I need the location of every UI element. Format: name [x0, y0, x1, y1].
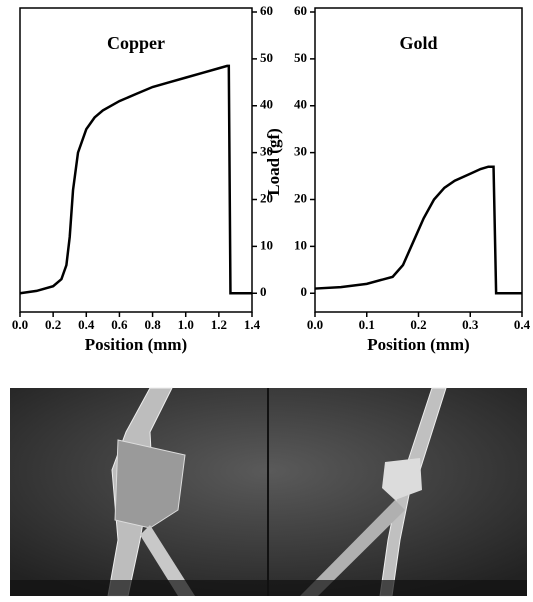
x-tick-label: 0.2 [410, 317, 426, 332]
gold-branch [300, 500, 405, 596]
y-tick-label: 50 [294, 50, 307, 65]
y-tick-label: 50 [260, 50, 273, 65]
gold-joint [382, 458, 422, 500]
plot-frame [19, 7, 253, 313]
y-tick-label: 40 [260, 97, 273, 112]
x-axis-label: Position (mm) [85, 335, 187, 354]
x-tick-label: 1.4 [244, 317, 261, 332]
x-tick-label: 1.0 [178, 317, 194, 332]
x-tick-label: 0.2 [45, 317, 61, 332]
x-tick-label: 0.4 [514, 317, 531, 332]
x-tick-label: 0.0 [307, 317, 323, 332]
y-tick-label: 10 [294, 237, 307, 252]
y-tick-label: 40 [294, 97, 307, 112]
y-tick-label: 30 [260, 144, 273, 159]
y-axis-label: Load (gf) [264, 128, 283, 196]
x-tick-label: 0.1 [359, 317, 375, 332]
copper-branch [140, 525, 195, 596]
data-line [19, 64, 252, 295]
plot-frame [314, 7, 523, 313]
y-tick-label: 20 [294, 190, 307, 205]
y-tick-label: 0 [260, 284, 267, 299]
y-tick-label: 30 [294, 144, 307, 159]
chart: 0.0 0.2 0.4 0.6 0.8 1.0 1.2 1.4 0 10 20 30 40 50 60 Cop… [12, 3, 273, 354]
x-tick-label: 0.0 [12, 317, 28, 332]
y-tick-label: 60 [260, 3, 273, 18]
chart: 0.0 0.1 0.2 0.3 0.4 0 10 20 30 40 50 60 Gold Position… [264, 3, 531, 354]
x-tick-label: 0.8 [144, 317, 161, 332]
x-tick-label: 0.3 [462, 317, 479, 332]
chart-title: Gold [399, 33, 437, 53]
chart-title: Copper [107, 33, 165, 53]
info-bar [10, 580, 527, 596]
y-tick-label: 20 [260, 190, 273, 205]
y-tick-label: 0 [301, 284, 308, 299]
sem-image [10, 387, 527, 597]
x-tick-label: 1.2 [211, 317, 227, 332]
x-axis-label: Position (mm) [367, 335, 469, 354]
x-tick-label: 0.4 [78, 317, 95, 332]
copper-joint [114, 439, 186, 529]
y-tick-label: 10 [260, 237, 273, 252]
y-tick-label: 60 [294, 3, 307, 18]
x-tick-label: 0.6 [111, 317, 128, 332]
data-line [314, 165, 522, 295]
